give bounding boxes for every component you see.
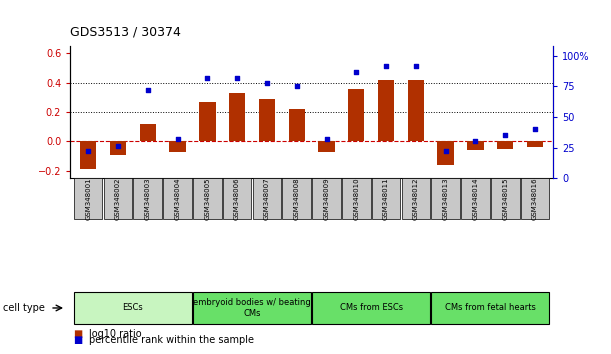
FancyBboxPatch shape <box>372 178 400 219</box>
Text: percentile rank within the sample: percentile rank within the sample <box>89 335 254 345</box>
Text: GSM348009: GSM348009 <box>323 177 329 220</box>
Point <box>381 63 391 68</box>
Point <box>470 139 480 144</box>
Text: GSM348016: GSM348016 <box>532 177 538 220</box>
Bar <box>527 142 543 147</box>
FancyBboxPatch shape <box>163 178 192 219</box>
FancyBboxPatch shape <box>223 178 251 219</box>
Point <box>83 148 93 154</box>
Text: GSM348011: GSM348011 <box>383 177 389 220</box>
FancyBboxPatch shape <box>431 178 460 219</box>
Bar <box>199 102 216 142</box>
Text: ■: ■ <box>73 335 82 345</box>
Point <box>351 69 361 75</box>
Text: ESCs: ESCs <box>122 303 143 313</box>
FancyBboxPatch shape <box>491 178 519 219</box>
Text: embryoid bodies w/ beating
CMs: embryoid bodies w/ beating CMs <box>193 298 311 318</box>
Bar <box>139 124 156 142</box>
Point <box>202 75 212 81</box>
Text: GDS3513 / 30374: GDS3513 / 30374 <box>70 26 181 39</box>
FancyBboxPatch shape <box>342 178 371 219</box>
Point <box>530 126 540 132</box>
Point <box>321 136 331 142</box>
FancyBboxPatch shape <box>74 178 103 219</box>
Text: GSM348003: GSM348003 <box>145 177 151 220</box>
FancyBboxPatch shape <box>312 178 341 219</box>
Text: GSM348008: GSM348008 <box>294 177 300 220</box>
Bar <box>288 109 305 142</box>
FancyBboxPatch shape <box>104 178 132 219</box>
Bar <box>467 142 484 150</box>
Text: CMs from ESCs: CMs from ESCs <box>340 303 403 313</box>
Bar <box>408 80 424 142</box>
Point <box>262 80 272 86</box>
Point <box>113 143 123 149</box>
Point <box>411 63 421 68</box>
Point <box>500 132 510 138</box>
FancyBboxPatch shape <box>521 178 549 219</box>
Bar <box>169 142 186 152</box>
Text: GSM348014: GSM348014 <box>472 178 478 220</box>
Bar <box>348 88 365 142</box>
Point <box>232 75 242 81</box>
Bar <box>229 93 245 142</box>
Bar <box>378 80 394 142</box>
Point <box>173 136 183 142</box>
Text: GSM348006: GSM348006 <box>234 177 240 220</box>
FancyBboxPatch shape <box>133 178 162 219</box>
Text: log10 ratio: log10 ratio <box>89 329 141 339</box>
Text: GSM348013: GSM348013 <box>443 177 448 220</box>
Text: GSM348007: GSM348007 <box>264 177 270 220</box>
Text: GSM348012: GSM348012 <box>413 178 419 220</box>
Point <box>143 87 153 93</box>
Bar <box>110 142 126 155</box>
FancyBboxPatch shape <box>252 178 281 219</box>
Bar <box>258 99 275 142</box>
Point <box>292 84 302 89</box>
Text: GSM348002: GSM348002 <box>115 178 121 220</box>
Text: ■: ■ <box>73 329 82 339</box>
FancyBboxPatch shape <box>193 178 222 219</box>
FancyBboxPatch shape <box>461 178 490 219</box>
FancyBboxPatch shape <box>282 178 311 219</box>
Point <box>441 148 450 154</box>
Text: CMs from fetal hearts: CMs from fetal hearts <box>445 303 536 313</box>
Bar <box>497 142 513 149</box>
Bar <box>437 142 454 165</box>
Text: GSM348005: GSM348005 <box>204 178 210 220</box>
Text: GSM348015: GSM348015 <box>502 178 508 220</box>
Text: GSM348001: GSM348001 <box>85 177 91 220</box>
Bar <box>80 142 97 169</box>
Text: GSM348010: GSM348010 <box>353 177 359 220</box>
FancyBboxPatch shape <box>401 178 430 219</box>
Text: cell type: cell type <box>3 303 45 313</box>
Bar <box>318 142 335 152</box>
Text: GSM348004: GSM348004 <box>175 178 180 220</box>
